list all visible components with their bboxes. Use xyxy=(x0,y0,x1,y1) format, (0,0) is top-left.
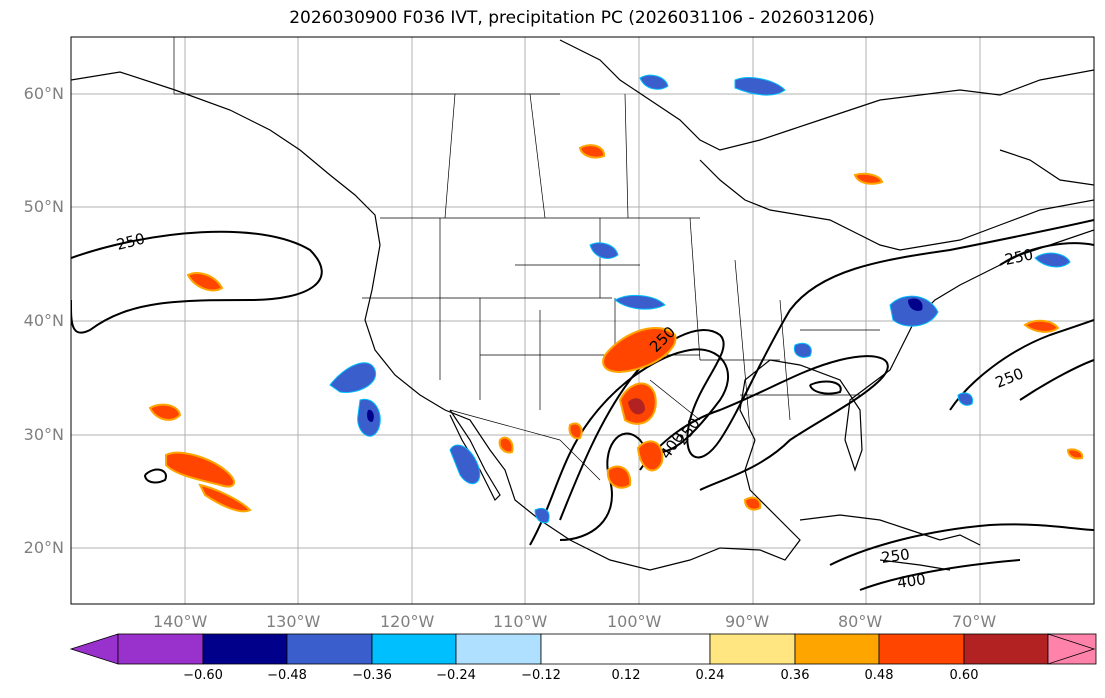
colorbar-bin xyxy=(794,633,880,665)
borders xyxy=(173,37,880,481)
precip-blobs xyxy=(148,74,1084,524)
colorbar-tick-label: 0.36 xyxy=(780,668,810,683)
coastlines xyxy=(71,39,1094,571)
colorbar-tick-label: −0.12 xyxy=(521,668,561,683)
contour-label: 250 xyxy=(1003,245,1035,269)
colorbar-extend-high xyxy=(1047,633,1096,665)
contour-label: 250 xyxy=(880,545,911,567)
lon-label: 80°W xyxy=(838,612,883,631)
colorbar-bin xyxy=(540,633,711,665)
colorbar-bin xyxy=(963,633,1049,665)
colorbar-bin xyxy=(455,633,542,665)
colorbar-bin xyxy=(117,633,204,665)
lon-label: 140°W xyxy=(153,612,208,631)
colorbar-bin xyxy=(371,633,457,665)
colorbar-tick-label: −0.60 xyxy=(183,668,223,683)
colorbar-tick-label: −0.48 xyxy=(267,668,307,683)
contour-label: 400 xyxy=(896,570,927,592)
ivt-contours xyxy=(71,219,1094,591)
lon-label: 100°W xyxy=(607,612,662,631)
colorbar-tick-label: 0.24 xyxy=(695,668,725,683)
lon-label: 90°W xyxy=(725,612,770,631)
colorbar-bin xyxy=(202,633,288,665)
map-title: 2026030900 F036 IVT, precipitation PC (2… xyxy=(289,8,875,28)
map-frame xyxy=(70,36,1095,605)
lat-label: 40°N xyxy=(23,311,64,330)
colorbar-tick-label: −0.24 xyxy=(436,668,476,683)
colorbar-bin xyxy=(709,633,796,665)
lon-label: 130°W xyxy=(266,612,321,631)
lat-label: 30°N xyxy=(23,425,64,444)
lat-label: 50°N xyxy=(23,197,64,216)
colorbar-bin xyxy=(286,633,373,665)
colorbar-tick-label: −0.36 xyxy=(352,668,392,683)
colorbar-tick-label: 0.48 xyxy=(864,668,894,683)
lon-label: 120°W xyxy=(380,612,435,631)
colorbar xyxy=(69,633,1097,665)
colorbar-tick-label: 0.60 xyxy=(949,668,979,683)
colorbar-tick-label: 0.12 xyxy=(611,668,641,683)
colorbar-bin xyxy=(878,633,965,665)
lat-label: 20°N xyxy=(23,538,64,557)
lat-label: 60°N xyxy=(23,84,64,103)
lon-label: 110°W xyxy=(493,612,548,631)
colorbar-extend-low xyxy=(69,633,119,665)
lon-label: 70°W xyxy=(952,612,997,631)
